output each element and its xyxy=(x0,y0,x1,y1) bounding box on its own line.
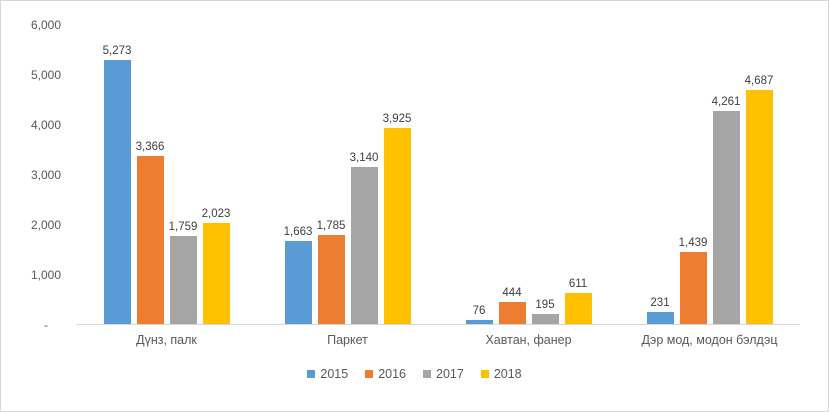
bar-group: 76 444 195 611 xyxy=(438,25,619,324)
bar-value-label: 1,663 xyxy=(283,225,313,238)
bar-2015: 5,273 xyxy=(103,45,131,324)
category-label: Хавтан, фанер xyxy=(485,333,572,347)
bar-group: 5,273 3,366 1,759 2,023 xyxy=(76,25,257,324)
y-tick-label: 6,000 xyxy=(30,18,61,32)
legend-marker-icon xyxy=(307,370,316,378)
bar-value-label: 195 xyxy=(535,299,555,312)
bar-2016: 1,785 xyxy=(317,220,345,324)
legend-item-2016: 2016 xyxy=(365,367,406,381)
bar-2018: 4,687 xyxy=(745,75,773,324)
bar-value-label: 5,273 xyxy=(102,45,132,58)
category-label: Паркет xyxy=(327,333,368,347)
legend-item-2015: 2015 xyxy=(307,367,348,381)
bar-value-label: 1,439 xyxy=(678,237,708,250)
legend-item-2018: 2018 xyxy=(480,367,522,381)
legend-marker-icon xyxy=(365,370,374,378)
category-label: Дэр мод, модон бэлдэц xyxy=(641,333,778,347)
category-label: Дүнз, палк xyxy=(136,333,197,347)
legend-label: 2017 xyxy=(436,367,464,381)
bar-2016: 1,439 xyxy=(679,237,707,324)
bar-value-label: 3,140 xyxy=(349,152,379,164)
bar-2017: 195 xyxy=(531,299,559,324)
bar-value-label: 76 xyxy=(472,305,486,318)
x-axis-labels: Дүнз, палк Паркет Хавтан, фанер Дэр мод, мо… xyxy=(76,333,800,351)
bar-2015: 231 xyxy=(646,297,674,324)
bar-2018: 611 xyxy=(564,278,592,324)
bar-value-label: 3,925 xyxy=(382,112,412,125)
bar-value-label: 1,785 xyxy=(316,219,346,232)
bar-value-label: 4,687 xyxy=(744,74,774,87)
bar-value-label: 1,759 xyxy=(168,221,198,234)
bar-2017: 3,140 xyxy=(350,152,378,324)
bar-value-label: 444 xyxy=(502,286,522,299)
bar-value-label: 3,366 xyxy=(135,140,165,153)
y-tick-label: 5,000 xyxy=(30,68,61,82)
bar-2017: 4,261 xyxy=(712,96,740,324)
bar-2015: 1,663 xyxy=(284,226,312,324)
legend: 2015 2016 2017 2018 xyxy=(1,367,828,381)
bar-value-label: 231 xyxy=(650,297,670,310)
legend-label: 2015 xyxy=(320,367,349,381)
bar-2017: 1,759 xyxy=(169,221,197,324)
y-tick-label: 2,000 xyxy=(30,218,61,232)
bar-value-label: 611 xyxy=(568,278,588,291)
legend-label: 2018 xyxy=(493,367,522,381)
bar-value-label: 2,023 xyxy=(201,207,231,220)
legend-item-2017: 2017 xyxy=(423,367,464,381)
bar-group: 231 1,439 4,261 4,687 xyxy=(619,25,800,324)
bar-2018: 3,925 xyxy=(383,113,411,324)
y-tick-label: 4,000 xyxy=(30,118,61,132)
bar-2015: 76 xyxy=(465,305,493,324)
bar-group: 1,663 1,785 3,140 3,925 xyxy=(257,25,438,324)
y-tick-label: - xyxy=(44,318,48,332)
bar-value-label: 4,261 xyxy=(711,95,741,108)
y-tick-label: 3,000 xyxy=(30,168,61,182)
y-tick-label: 1,000 xyxy=(30,268,61,282)
plot-area: 5,273 3,366 1,759 2,023 1,663 1,785 3,140 3,925… xyxy=(76,25,800,325)
legend-label: 2016 xyxy=(378,367,406,381)
bar-2016: 3,366 xyxy=(136,141,164,324)
bar-2016: 444 xyxy=(498,287,526,324)
legend-marker-icon xyxy=(480,370,489,378)
legend-marker-icon xyxy=(423,370,431,378)
bar-2018: 2,023 xyxy=(202,208,230,324)
